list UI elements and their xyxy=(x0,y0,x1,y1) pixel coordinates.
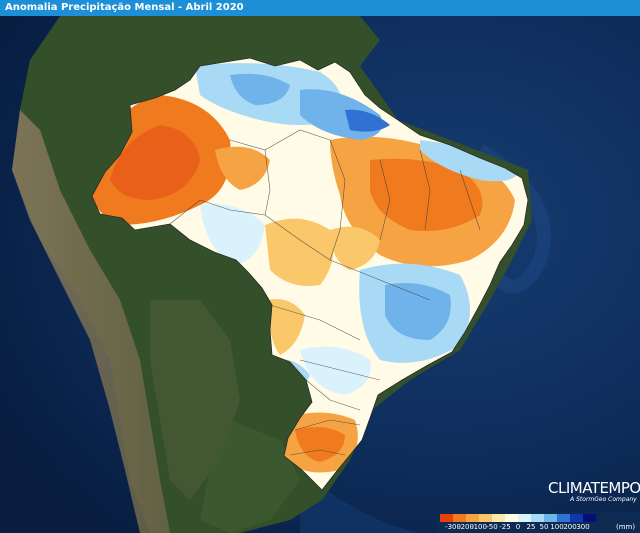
legend-labels: -300 -200 -100 -50 -25 0 25 50 100 200 300 xyxy=(438,523,640,532)
legend-swatch xyxy=(544,514,557,522)
legend-swatch xyxy=(466,514,479,522)
legend-label: 300 xyxy=(576,523,590,531)
continental-shelf xyxy=(300,470,420,533)
legend-label: 100 xyxy=(550,523,564,531)
legend-label: 50 xyxy=(539,523,549,531)
legend-swatch xyxy=(492,514,505,522)
legend-label: -25 xyxy=(499,523,511,531)
legend-label: 200 xyxy=(563,523,577,531)
legend-label: -50 xyxy=(486,523,498,531)
legend-label: -200 xyxy=(458,523,474,531)
legend-unit: (mm) xyxy=(616,523,636,531)
legend-swatch xyxy=(440,514,453,522)
legend-swatch xyxy=(453,514,466,522)
chaco-lowlands xyxy=(150,300,240,500)
andes-mountains xyxy=(12,110,170,533)
legend-swatch xyxy=(583,514,596,522)
legend-swatch xyxy=(518,514,531,522)
map-title: Anomalia Precipitação Mensal - Abril 202… xyxy=(0,0,640,16)
legend-swatch xyxy=(531,514,544,522)
state-borders xyxy=(169,129,481,456)
legend-swatch xyxy=(570,514,583,522)
legend-label: -100 xyxy=(471,523,487,531)
legend-label: -300 xyxy=(445,523,461,531)
legend-label: 25 xyxy=(526,523,536,531)
legend-label: 0 xyxy=(515,523,521,531)
logo-tagline: A StormGeo Company xyxy=(570,496,637,503)
legend-swatch xyxy=(479,514,492,522)
climatempo-logo: CLIMATEMPO A StormGeo Company xyxy=(548,480,640,504)
precipitation-anomaly-map xyxy=(0,16,640,533)
legend-swatch xyxy=(557,514,570,522)
legend-swatch xyxy=(505,514,518,522)
color-legend: -300 -200 -100 -50 -25 0 25 50 100 200 300 (mm) xyxy=(438,512,640,533)
legend-bar xyxy=(440,514,596,522)
logo-name: CLIMATEMPO xyxy=(548,479,640,497)
anomaly-field xyxy=(92,63,520,473)
pampas-region xyxy=(200,420,300,533)
